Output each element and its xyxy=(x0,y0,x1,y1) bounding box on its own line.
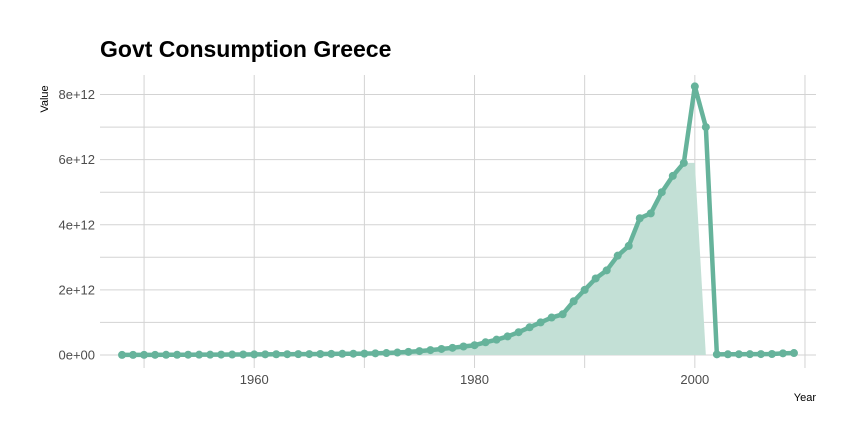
y-tick-label: 4e+12 xyxy=(58,217,95,232)
data-point xyxy=(272,350,281,359)
data-point xyxy=(283,350,292,359)
data-point xyxy=(712,350,721,359)
data-point xyxy=(195,350,204,359)
y-tick-label: 2e+12 xyxy=(58,282,95,297)
area-fill xyxy=(122,162,794,355)
area-layer xyxy=(122,162,794,355)
data-point xyxy=(140,350,149,359)
data-point xyxy=(624,241,633,250)
data-point xyxy=(228,350,237,359)
x-tick-label: 1960 xyxy=(240,372,269,387)
data-point xyxy=(668,171,677,180)
data-point xyxy=(448,343,457,352)
data-point xyxy=(536,318,545,327)
data-point xyxy=(745,350,754,359)
data-point xyxy=(734,350,743,359)
data-point xyxy=(646,209,655,218)
y-tick-label: 8e+12 xyxy=(58,87,95,102)
points-layer xyxy=(118,82,798,359)
data-point xyxy=(580,285,589,294)
data-point xyxy=(525,323,534,332)
data-point xyxy=(327,349,336,358)
data-point xyxy=(316,350,325,359)
data-point xyxy=(415,347,424,356)
data-point xyxy=(382,349,391,358)
data-point xyxy=(701,123,710,132)
data-point xyxy=(217,350,226,359)
data-point xyxy=(338,349,347,358)
data-point xyxy=(481,338,490,347)
data-point xyxy=(514,328,523,337)
data-point xyxy=(503,332,512,341)
data-point xyxy=(239,350,248,359)
data-point xyxy=(151,350,160,359)
data-point xyxy=(789,349,798,358)
data-point xyxy=(349,349,358,358)
data-point xyxy=(129,350,138,359)
y-tick-label: 6e+12 xyxy=(58,152,95,167)
x-axis-label: Year xyxy=(794,392,817,404)
data-point xyxy=(756,350,765,359)
data-point xyxy=(294,350,303,359)
data-point xyxy=(690,82,699,91)
data-point xyxy=(657,188,666,197)
x-tick-label: 1980 xyxy=(460,372,489,387)
data-point xyxy=(173,350,182,359)
data-point xyxy=(261,350,270,359)
data-point xyxy=(206,350,215,359)
data-point xyxy=(118,350,127,359)
data-point xyxy=(778,349,787,358)
chart-title: Govt Consumption Greece xyxy=(100,36,391,62)
data-point xyxy=(393,348,402,357)
data-point xyxy=(250,350,259,359)
tick-labels: 0e+00 2e+12 4e+12 6e+12 8e+12 1960 1980 2000 xyxy=(58,87,709,387)
y-tick-label: 0e+00 xyxy=(58,347,95,362)
data-point xyxy=(470,341,479,350)
data-point xyxy=(437,344,446,353)
data-point xyxy=(569,297,578,306)
data-point xyxy=(184,350,193,359)
y-axis-label: Value xyxy=(39,85,51,112)
data-point xyxy=(558,310,567,319)
data-point xyxy=(591,274,600,283)
data-point xyxy=(767,350,776,359)
data-point xyxy=(635,214,644,223)
data-point xyxy=(547,313,556,322)
data-point xyxy=(459,342,468,351)
data-point xyxy=(162,350,171,359)
data-point xyxy=(371,349,380,358)
data-point xyxy=(492,335,501,344)
grid xyxy=(100,75,816,368)
data-point xyxy=(426,346,435,355)
data-point xyxy=(404,347,413,356)
data-point xyxy=(602,266,611,275)
data-point xyxy=(360,349,369,358)
data-point xyxy=(679,158,688,167)
x-tick-label: 2000 xyxy=(680,372,709,387)
data-point xyxy=(723,350,732,359)
data-point xyxy=(613,251,622,260)
data-point xyxy=(305,350,314,359)
